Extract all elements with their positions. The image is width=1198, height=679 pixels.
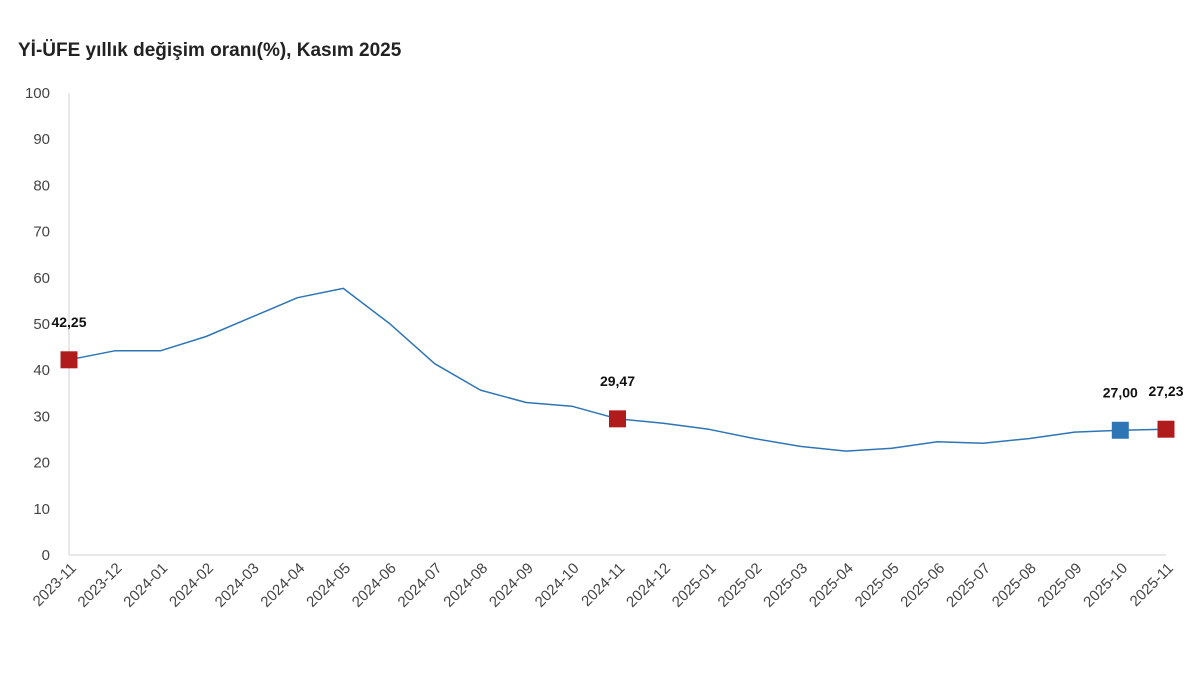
highlight-marker: [609, 410, 626, 428]
x-tick-label: 2024-03: [212, 560, 263, 611]
x-tick-label: 2023-11: [30, 560, 80, 610]
y-tick-label: 20: [33, 455, 50, 472]
data-label: 42,25: [51, 314, 86, 330]
x-tick-label: 2024-01: [120, 560, 171, 611]
highlight-marker: [1111, 421, 1129, 439]
x-axis-tick-labels: 2023-112023-122024-012024-022024-032024-…: [30, 560, 1177, 611]
x-tick-label: 2024-10: [532, 560, 583, 611]
x-tick-label: 2024-04: [257, 560, 308, 611]
chart-title: Yİ-ÜFE yıllık değişim oranı(%), Kasım 20…: [18, 40, 402, 61]
x-tick-label: 2024-02: [166, 560, 217, 611]
highlight-markers: [60, 351, 1175, 439]
y-tick-label: 40: [33, 362, 50, 379]
y-tick-label: 50: [33, 316, 50, 333]
y-tick-label: 60: [33, 270, 50, 287]
highlight-marker: [1157, 420, 1175, 438]
x-tick-label: 2025-03: [760, 560, 811, 611]
y-axis-tick-labels: 0 10 20 30 40 50 60 70 80 90 100: [25, 85, 50, 564]
y-tick-label: 10: [33, 501, 50, 518]
x-tick-label: 2025-10: [1080, 560, 1131, 611]
y-tick-label: 80: [33, 177, 50, 194]
x-tick-label: 2024-07: [395, 560, 446, 611]
x-tick-label: 2025-02: [714, 560, 765, 611]
x-tick-label: 2024-06: [349, 560, 400, 611]
x-tick-label: 2024-08: [440, 560, 491, 611]
highlight-marker: [60, 351, 78, 369]
data-labels: 42,25 29,47 27,00 27,23: [51, 314, 1183, 400]
data-label: 27,23: [1148, 383, 1183, 399]
x-tick-label: 2024-11: [578, 560, 628, 610]
data-label: 29,47: [600, 373, 635, 389]
x-tick-label: 2025-05: [852, 560, 903, 611]
x-tick-label: 2024-09: [486, 560, 537, 611]
data-label: 27,00: [1103, 384, 1138, 400]
x-tick-label: 2025-06: [897, 560, 948, 611]
x-tick-label: 2025-08: [989, 560, 1040, 611]
y-tick-label: 90: [33, 131, 50, 148]
x-tick-label: 2024-12: [623, 560, 674, 611]
x-tick-label: 2025-07: [943, 560, 994, 611]
x-tick-label: 2025-11: [1127, 560, 1177, 610]
x-tick-label: 2023-12: [75, 560, 126, 611]
y-tick-label: 0: [42, 547, 50, 564]
y-tick-label: 100: [25, 85, 50, 102]
x-tick-label: 2025-01: [669, 560, 720, 611]
x-tick-label: 2025-04: [806, 560, 857, 611]
x-tick-label: 2025-09: [1034, 560, 1085, 611]
x-tick-label: 2024-05: [303, 560, 354, 611]
y-tick-label: 70: [33, 224, 50, 241]
y-tick-label: 30: [33, 408, 50, 425]
chart-axes: [68, 93, 1166, 556]
